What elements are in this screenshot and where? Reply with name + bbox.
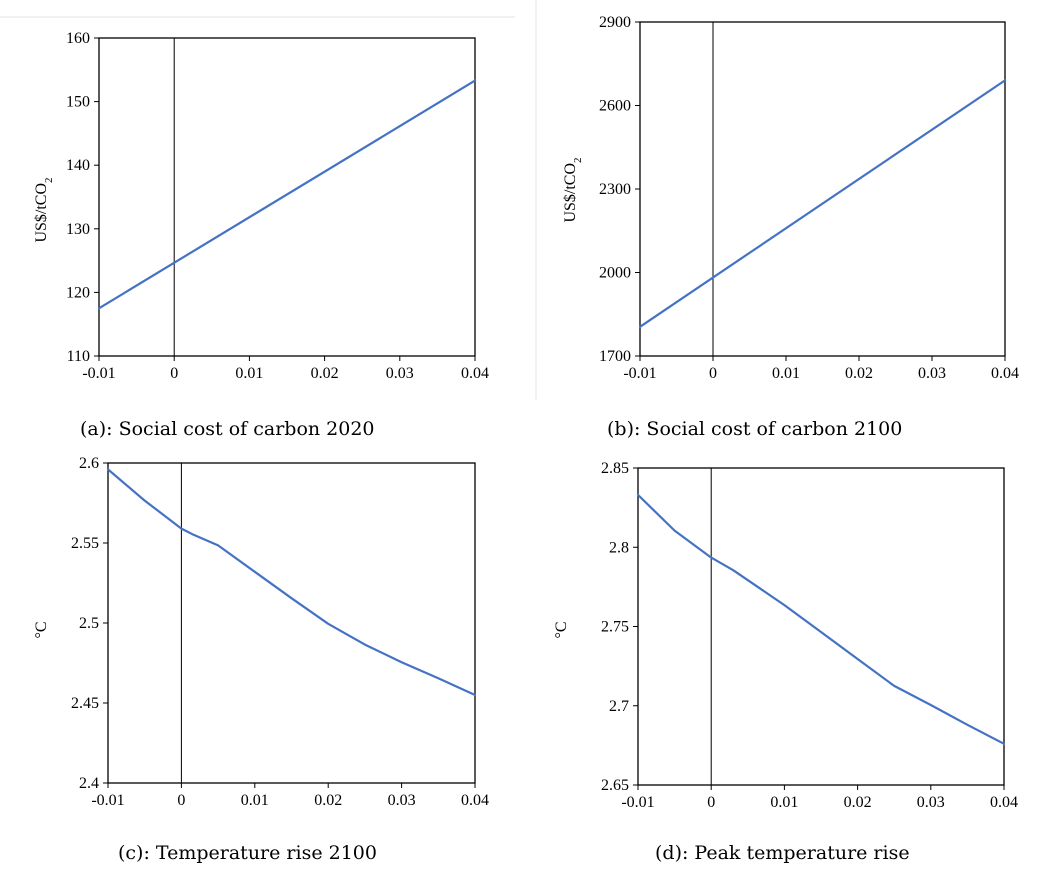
x-tick-label: 0 xyxy=(707,794,715,811)
x-tick-label: 0.04 xyxy=(461,365,489,382)
x-tick-label: 0.01 xyxy=(772,365,800,382)
chart-c: 2.42.452.52.552.6-0.01 0 0.01 0.02 0.03 0.04 … xyxy=(33,455,489,809)
y-tick-label: 2300 xyxy=(599,181,631,198)
y-tick-label: 160 xyxy=(66,30,90,47)
x-tick-label: -0.01 xyxy=(621,794,654,811)
y-tick-label: 2.65 xyxy=(601,777,629,794)
y-tick-label: 2600 xyxy=(599,98,631,115)
y-tick-label: 2.5 xyxy=(79,615,99,632)
y-tick-label: 1700 xyxy=(599,348,631,365)
y-tick-label: 2.75 xyxy=(601,619,629,636)
series-line xyxy=(636,493,1006,745)
y-axis-label: °C xyxy=(33,621,50,638)
chart-a: 110 120 130 140 150 160 -0.01 0 0.01 0.02 0.03 0.04… xyxy=(33,30,489,382)
x-tick-label: 0.02 xyxy=(311,365,339,382)
y-tick-label: 2.55 xyxy=(71,535,99,552)
plot-frame xyxy=(98,37,476,357)
panel-a: 110 120 130 140 150 160 -0.01 0 0.01 0.02 0.03 0.04… xyxy=(0,0,520,440)
x-tick-label: 0.03 xyxy=(918,365,946,382)
chart-b: 1700 2000 2300 2600 2900 -0.01 0 0.01 0.02 0.03 0.… xyxy=(562,14,1019,382)
x-tick-label: -0.01 xyxy=(82,365,115,382)
y-tick-label: 150 xyxy=(66,94,90,111)
panel-b: 1700 2000 2300 2600 2900 -0.01 0 0.01 0.02 0.03 0.… xyxy=(520,0,1045,440)
plot-frame xyxy=(107,462,476,784)
x-tick-label: 0 xyxy=(177,792,185,809)
x-tick-label: 0 xyxy=(170,365,178,382)
y-tick-label: 140 xyxy=(66,157,90,174)
caption-a: (a): Social cost of carbon 2020 xyxy=(80,418,375,440)
panel-c: 2.4 2.45 2.5 2.55 2.6 -0.01 0 0.01 0.02 0.03 0.04 … xyxy=(0,440,520,882)
series-line xyxy=(638,79,1007,328)
caption-b: (b): Social cost of carbon 2100 xyxy=(607,418,903,440)
caption-c: (c): Temperature rise 2100 xyxy=(118,842,377,864)
x-tick-label: 0.04 xyxy=(991,365,1019,382)
y-tick-label: 2000 xyxy=(599,265,631,282)
x-tick-label: 0.03 xyxy=(386,365,414,382)
x-tick-label: 0.01 xyxy=(235,365,263,382)
y-tick-label: 130 xyxy=(66,221,90,238)
y-tick-label: 2.6 xyxy=(79,455,99,472)
panel-d: 2.65 2.7 2.75 2.8 2.85 -0.01 0 0.01 0.02 0.03 0.04… xyxy=(520,440,1045,882)
y-tick-label: 120 xyxy=(66,284,90,301)
x-tick-label: 0.02 xyxy=(314,792,342,809)
plot-frame xyxy=(639,21,1006,357)
series-line xyxy=(97,79,477,310)
y-tick-label: 2.45 xyxy=(71,695,99,712)
y-tick-label: 2900 xyxy=(599,14,631,31)
x-tick-label: 0.02 xyxy=(845,365,873,382)
x-tick-label: 0.03 xyxy=(917,794,945,811)
x-tick-label: 0.02 xyxy=(844,794,872,811)
y-tick-label: 110 xyxy=(67,348,90,365)
x-tick-label: 0 xyxy=(709,365,717,382)
caption-d: (d): Peak temperature rise xyxy=(655,842,910,864)
chart-d: 2.65 2.7 2.75 2.8 2.85 -0.01 0 0.01 0.02 0.03 0.04… xyxy=(553,460,1018,811)
x-tick-label: 0.03 xyxy=(388,792,416,809)
x-tick-label: -0.01 xyxy=(623,365,656,382)
y-axis-label: US$/tCO2 xyxy=(562,157,584,222)
plot-frame xyxy=(637,467,1005,786)
y-tick-label: 2.85 xyxy=(601,460,629,477)
x-tick-label: 0.04 xyxy=(461,792,489,809)
y-tick-label: 2.8 xyxy=(609,539,629,556)
y-axis-label: US$/tCO2 xyxy=(33,177,55,242)
x-tick-label: 0.01 xyxy=(770,794,798,811)
x-tick-label: 0.04 xyxy=(990,794,1018,811)
x-tick-label: -0.01 xyxy=(91,792,124,809)
y-tick-label: 2.4 xyxy=(79,775,99,792)
y-tick-label: 2.7 xyxy=(609,698,629,715)
y-axis-label: °C xyxy=(553,621,570,638)
x-tick-label: 0.01 xyxy=(241,792,269,809)
series-line xyxy=(106,468,477,697)
